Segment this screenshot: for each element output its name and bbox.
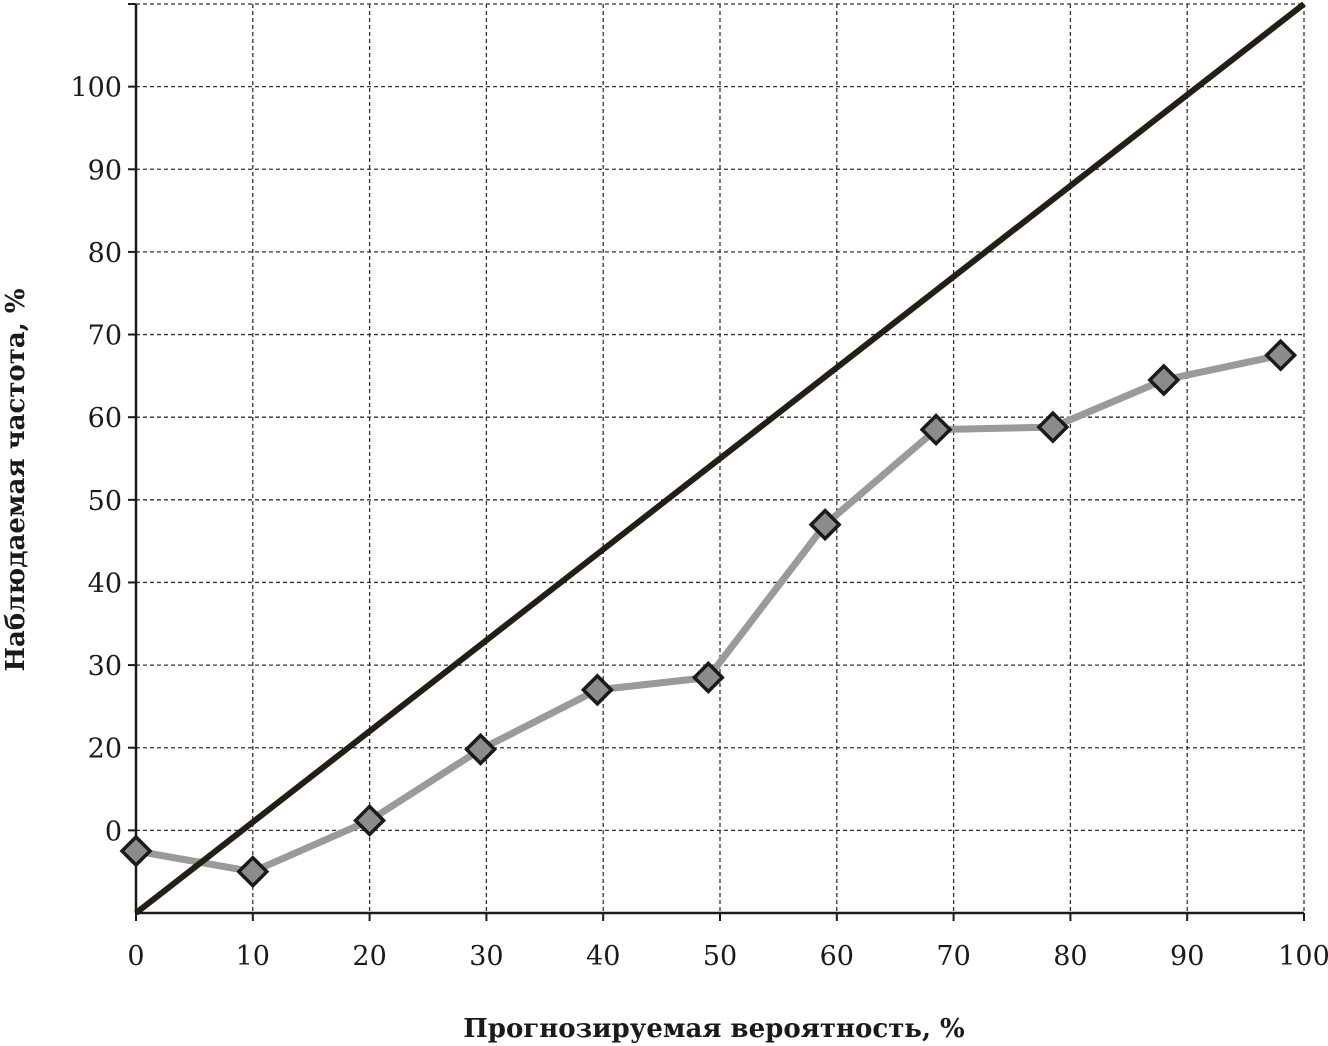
data-point-marker	[1036, 410, 1070, 444]
y-tick-label: 50	[88, 486, 122, 517]
y-tick-label: 0	[105, 816, 122, 847]
x-tick-label: 100	[1278, 941, 1328, 972]
grid	[136, 3, 1305, 913]
axes	[128, 3, 1305, 921]
data-point-marker	[1264, 338, 1298, 372]
x-tick-label: 20	[352, 941, 386, 972]
y-tick-label: 40	[88, 568, 122, 599]
x-tick-label: 10	[236, 941, 270, 972]
data-point-marker	[808, 508, 842, 542]
data-point-marker	[691, 661, 725, 694]
y-axis-title: Наблюдаемая частота, %	[1, 288, 31, 671]
data-point-marker	[119, 834, 153, 868]
x-tick-label: 70	[936, 941, 970, 972]
series	[119, 1, 1306, 916]
y-tick-label: 100	[70, 73, 122, 104]
y-tick-label: 70	[88, 321, 122, 352]
x-tick-label: 80	[1053, 941, 1087, 972]
y-tick-label: 60	[88, 403, 122, 434]
y-tick-label: 80	[88, 238, 122, 269]
data-point-marker	[1147, 363, 1181, 397]
calibration-line	[135, 351, 1282, 876]
data-point-marker	[236, 855, 270, 889]
data-point-marker	[353, 803, 387, 837]
reference-diagonal-line	[134, 1, 1306, 916]
x-axis-title: Прогнозируемая вероятность, %	[463, 1014, 965, 1044]
x-tick-label: 60	[820, 941, 854, 972]
y-tick-label: 30	[88, 651, 122, 682]
y-tick-label: 90	[88, 155, 122, 186]
data-point-marker	[580, 673, 614, 707]
data-point-marker	[919, 413, 953, 447]
x-tick-label: 40	[586, 941, 620, 972]
x-tick-label: 50	[703, 941, 737, 972]
x-tick-label: 30	[469, 941, 503, 972]
x-tick-label: 0	[127, 941, 144, 972]
data-point-marker	[464, 732, 498, 766]
y-tick-label: 20	[88, 734, 122, 765]
tick-labels: 0 10 20 30 40 50 60 70 80 90 100 0 20 30 40 50 60 70 80 90 1…	[70, 73, 1328, 972]
x-tick-label: 90	[1170, 941, 1204, 972]
